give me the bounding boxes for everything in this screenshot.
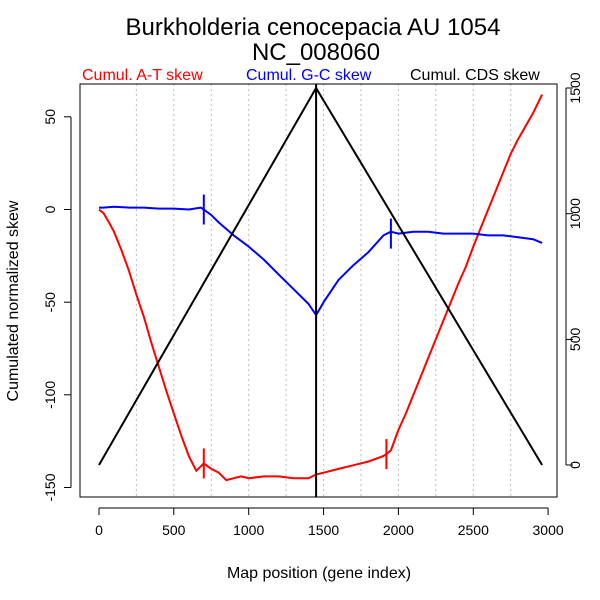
cumul-g-c-skew-line <box>99 205 543 317</box>
right-y-tick-label: 0 <box>567 461 583 469</box>
x-axis-label: Map position (gene index) <box>227 565 411 582</box>
legend-cds-skew: Cumul. CDS skew <box>410 67 540 84</box>
x-tick-label: 2000 <box>383 522 414 538</box>
x-tick-label: 3000 <box>533 522 564 538</box>
x-tick-label: 0 <box>95 522 103 538</box>
y-axis-label: Cumulated normalized skew <box>5 200 22 401</box>
left-y-tick-label: -150 <box>42 473 58 501</box>
left-y-tick-label: 0 <box>42 205 58 213</box>
right-y-tick-label: 500 <box>567 328 583 352</box>
left-y-tick-label: 50 <box>42 109 58 125</box>
cumul-a-t-skew-line <box>98 94 543 482</box>
series-group <box>98 84 543 497</box>
legend-at-skew: Cumul. A-T skew <box>82 67 203 84</box>
left-y-tick-label: -100 <box>42 381 58 409</box>
x-tick-label: 1500 <box>308 522 339 538</box>
chart-subtitle: NC_008060 <box>252 39 380 66</box>
right-y-tick-label: 1500 <box>567 72 583 103</box>
axes: 0 500 1000 1500 2000 2500 3000500-50-100-15005… <box>42 72 583 538</box>
x-tick-label: 2500 <box>458 522 489 538</box>
cumul-cds-skew-line <box>98 87 543 466</box>
left-y-tick-label: -50 <box>42 292 58 312</box>
legend-gc-skew: Cumul. G-C skew <box>246 67 372 84</box>
x-tick-label: 500 <box>162 522 186 538</box>
right-y-tick-label: 1000 <box>567 198 583 229</box>
vertical-gridlines <box>135 84 512 497</box>
x-tick-label: 1000 <box>233 522 264 538</box>
plot-area-frame <box>79 83 558 498</box>
chart-title: Burkholderia cenocepacia AU 1054 <box>126 14 501 41</box>
